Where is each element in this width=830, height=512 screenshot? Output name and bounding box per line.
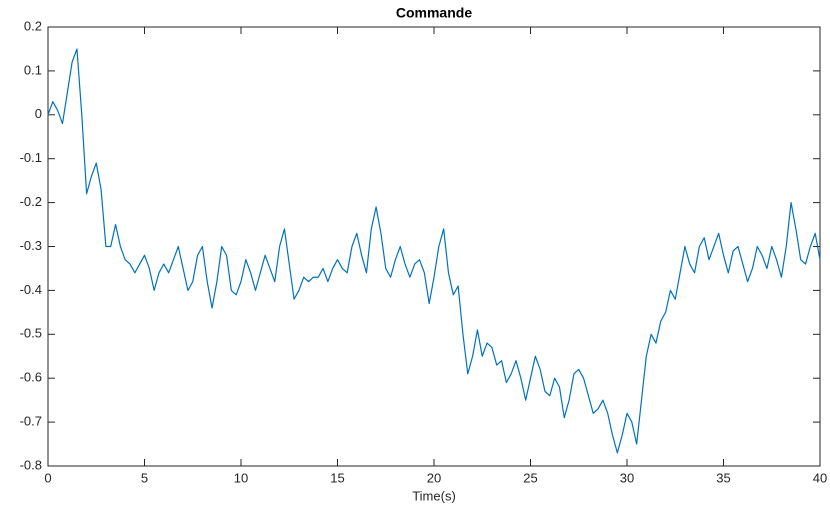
y-tick-label: -0.5 [20,326,42,341]
y-tick-label: -0.4 [20,282,42,297]
y-tick-label: -0.6 [20,370,42,385]
y-tick-label: 0.1 [24,62,42,77]
x-tick-label: 30 [620,470,634,485]
y-tick-label: -0.8 [20,457,42,472]
x-tick-label: 0 [44,470,51,485]
chart-title: Commande [396,5,472,21]
x-tick-label: 40 [813,470,827,485]
x-tick-label: 20 [427,470,441,485]
x-tick-label: 25 [523,470,537,485]
x-tick-label: 15 [330,470,344,485]
x-tick-label: 10 [234,470,248,485]
x-tick-label: 35 [716,470,730,485]
y-tick-label: -0.3 [20,238,42,253]
plot-frame [47,26,821,467]
y-tick-label: 0 [35,106,42,121]
x-axis-label: Time(s) [412,488,456,503]
y-tick-label: 0.2 [24,18,42,33]
y-tick-label: -0.1 [20,150,42,165]
data-line [47,48,821,454]
x-tick-label: 5 [141,470,148,485]
y-tick-label: -0.2 [20,194,42,209]
y-tick-label: -0.7 [20,414,42,429]
